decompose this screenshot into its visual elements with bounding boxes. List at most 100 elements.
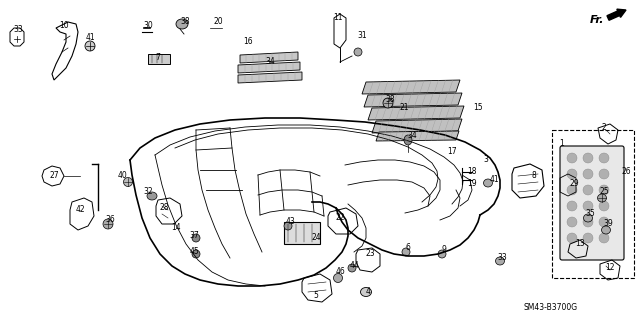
Text: 3: 3: [484, 155, 488, 165]
Text: 15: 15: [473, 103, 483, 113]
Text: 26: 26: [621, 167, 631, 176]
Polygon shape: [372, 119, 462, 133]
Text: 38: 38: [385, 95, 395, 105]
Ellipse shape: [438, 250, 446, 258]
FancyBboxPatch shape: [148, 54, 170, 64]
Circle shape: [567, 153, 577, 163]
Text: 38: 38: [180, 18, 190, 26]
Text: 41: 41: [489, 175, 499, 184]
Text: 19: 19: [467, 180, 477, 189]
Text: 46: 46: [335, 268, 345, 277]
Polygon shape: [238, 62, 300, 73]
Text: 41: 41: [85, 33, 95, 42]
Ellipse shape: [348, 264, 356, 272]
Text: 22: 22: [335, 213, 345, 222]
Polygon shape: [376, 131, 459, 141]
Ellipse shape: [402, 248, 410, 256]
FancyBboxPatch shape: [560, 146, 624, 260]
Polygon shape: [368, 106, 464, 120]
Ellipse shape: [383, 98, 393, 108]
Text: 37: 37: [189, 232, 199, 241]
Text: 21: 21: [399, 103, 409, 113]
Polygon shape: [362, 80, 460, 94]
Circle shape: [599, 217, 609, 227]
Ellipse shape: [598, 194, 607, 202]
Circle shape: [583, 201, 593, 211]
Polygon shape: [240, 52, 298, 63]
Text: 14: 14: [171, 224, 181, 233]
Text: 18: 18: [467, 167, 477, 176]
Circle shape: [583, 169, 593, 179]
Text: 31: 31: [357, 32, 367, 41]
Text: 33: 33: [497, 254, 507, 263]
Text: 42: 42: [75, 205, 85, 214]
Text: 39: 39: [603, 219, 613, 228]
Ellipse shape: [495, 257, 504, 265]
Text: 32: 32: [143, 188, 153, 197]
Ellipse shape: [602, 226, 611, 234]
Text: 10: 10: [59, 21, 69, 31]
Text: 17: 17: [447, 147, 457, 157]
Ellipse shape: [124, 177, 132, 187]
Text: 36: 36: [105, 216, 115, 225]
Circle shape: [599, 185, 609, 195]
Text: Fr.: Fr.: [590, 15, 605, 25]
Text: 12: 12: [605, 263, 615, 272]
Text: SM43-B3700G: SM43-B3700G: [524, 302, 578, 311]
Circle shape: [583, 233, 593, 243]
Ellipse shape: [404, 135, 412, 145]
Ellipse shape: [354, 48, 362, 56]
Text: 7: 7: [156, 54, 161, 63]
Text: 24: 24: [311, 234, 321, 242]
Ellipse shape: [333, 273, 342, 283]
Text: 6: 6: [406, 243, 410, 253]
Text: 33: 33: [13, 26, 23, 34]
Circle shape: [599, 169, 609, 179]
Circle shape: [599, 233, 609, 243]
Text: 16: 16: [243, 38, 253, 47]
Text: 9: 9: [442, 246, 447, 255]
Text: 8: 8: [532, 172, 536, 181]
Ellipse shape: [284, 222, 292, 230]
Ellipse shape: [360, 287, 371, 296]
Text: 34: 34: [265, 57, 275, 66]
Text: 4: 4: [365, 287, 371, 296]
Text: 20: 20: [213, 18, 223, 26]
Text: 2: 2: [602, 123, 606, 132]
Polygon shape: [364, 93, 462, 107]
Text: 28: 28: [159, 204, 169, 212]
Ellipse shape: [192, 250, 200, 258]
Text: 29: 29: [569, 180, 579, 189]
Text: 34: 34: [407, 131, 417, 140]
Text: 25: 25: [599, 188, 609, 197]
Circle shape: [583, 217, 593, 227]
Polygon shape: [238, 72, 302, 83]
Ellipse shape: [103, 219, 113, 229]
Text: 23: 23: [365, 249, 375, 258]
Circle shape: [567, 201, 577, 211]
Text: 11: 11: [333, 13, 343, 23]
Text: 1: 1: [559, 139, 564, 149]
Ellipse shape: [584, 214, 593, 222]
Circle shape: [599, 153, 609, 163]
Ellipse shape: [85, 41, 95, 51]
Circle shape: [567, 169, 577, 179]
Text: 43: 43: [285, 218, 295, 226]
Text: 13: 13: [575, 240, 585, 249]
Ellipse shape: [192, 234, 200, 242]
Circle shape: [567, 233, 577, 243]
FancyArrow shape: [607, 9, 626, 20]
Circle shape: [567, 185, 577, 195]
Ellipse shape: [176, 19, 188, 29]
Circle shape: [583, 185, 593, 195]
Text: 40: 40: [117, 172, 127, 181]
FancyBboxPatch shape: [284, 222, 320, 244]
Circle shape: [583, 153, 593, 163]
Text: 27: 27: [49, 172, 59, 181]
Text: 35: 35: [585, 210, 595, 219]
Text: 45: 45: [189, 248, 199, 256]
Text: 44: 44: [349, 262, 359, 271]
Ellipse shape: [483, 179, 493, 187]
Ellipse shape: [147, 192, 157, 200]
Text: 30: 30: [143, 21, 153, 31]
